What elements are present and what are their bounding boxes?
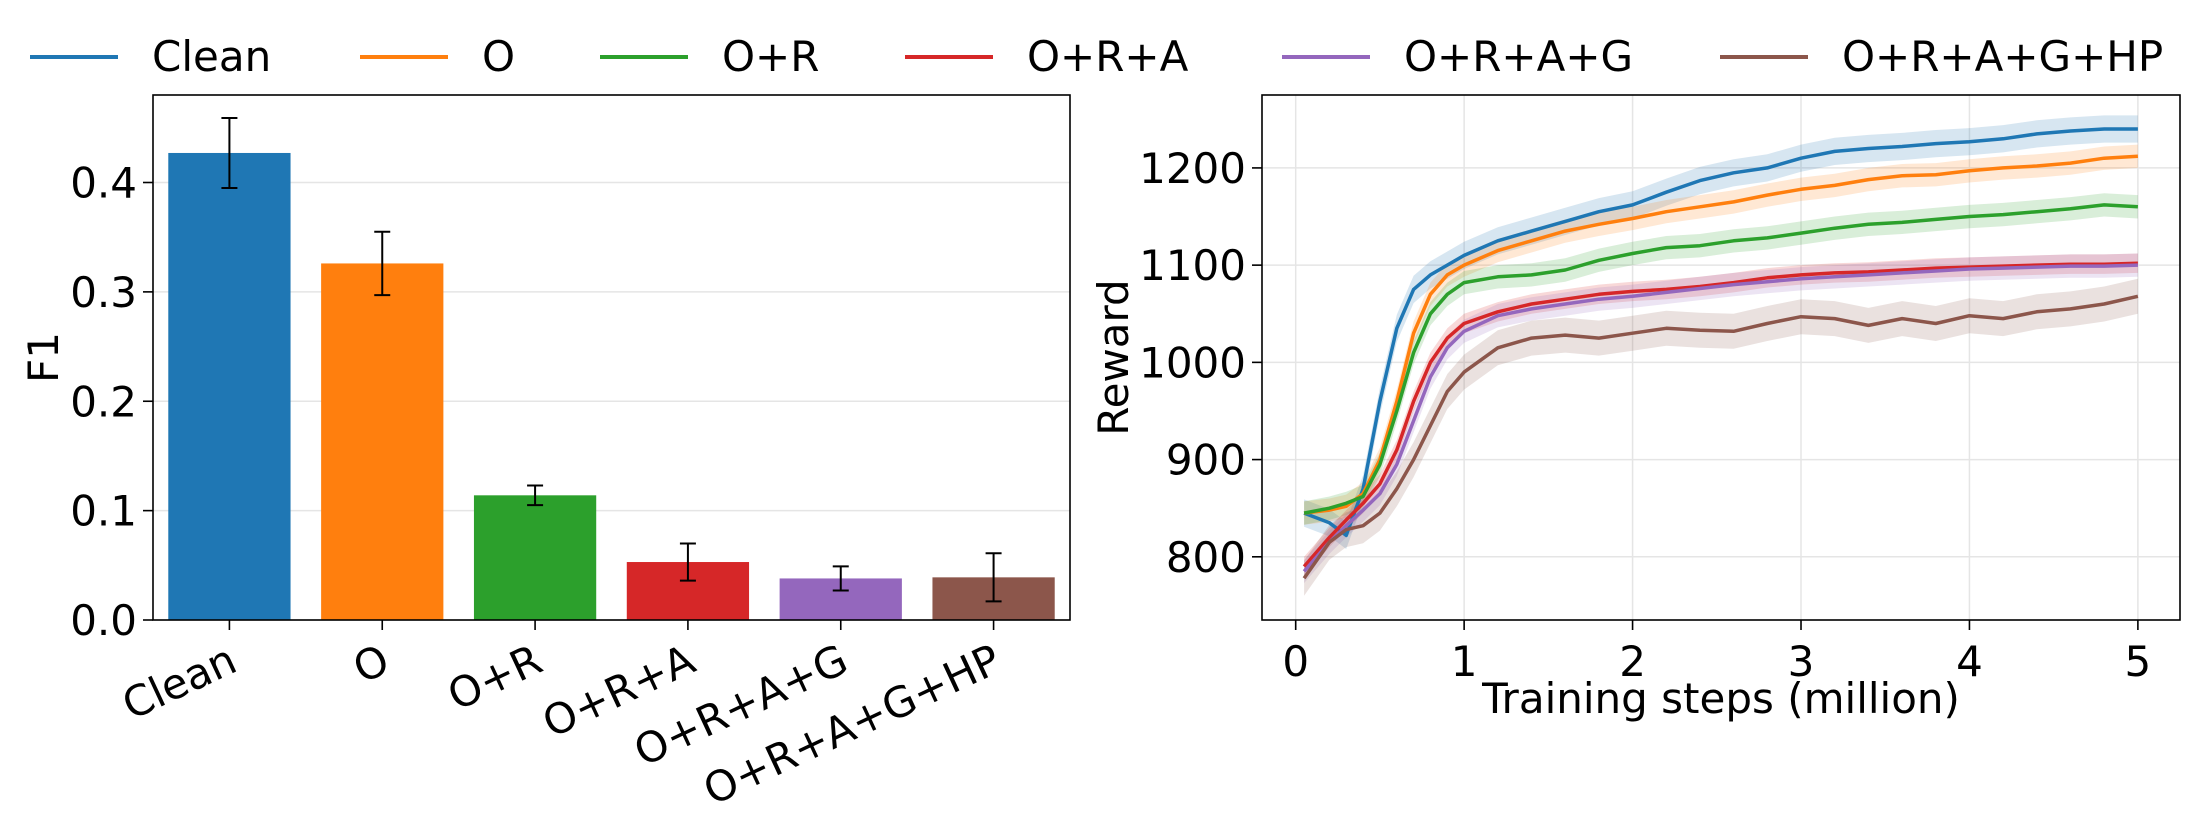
series-line-4 (1302, 263, 2138, 573)
series-band-5 (1304, 278, 2138, 596)
bar-xtick-label-1: O (346, 635, 397, 693)
line-xtick-label-3: 3 (1788, 637, 1815, 686)
line-xtick-label-0: 0 (1282, 637, 1309, 686)
line-chart-panel: 0 1 2 3 4 5 800 900 1000 1100 1200 Training steps (… (1089, 94, 2181, 723)
legend: Clean O O+R O+R+A O+R+A+G O+R+A+G+HP (30, 32, 2163, 81)
line-xtick-label-1: 1 (1451, 637, 1478, 686)
line-xlabel: Training steps (million) (1481, 674, 1960, 723)
line-ytick-label-0: 800 (1166, 533, 1246, 582)
line-xtick-label-4: 4 (1956, 637, 1983, 686)
bar-ytick-label-4: 0.4 (70, 159, 137, 208)
bar-xtick-label-2: O+R (440, 635, 549, 721)
series-line-0 (1303, 127, 2138, 538)
legend-label-5: O+R+A+G+HP (1842, 32, 2163, 81)
legend-label-2: O+R (722, 32, 819, 81)
bar-ytick-label-3: 0.3 (70, 268, 137, 317)
line-ytick-label-1: 900 (1166, 436, 1246, 485)
line-ytick-label-4: 1200 (1139, 144, 1246, 193)
series-band-1 (1304, 144, 2138, 525)
series-line-1 (1303, 154, 2138, 515)
line-ytick-label-3: 1100 (1139, 241, 1246, 290)
bar-0 (168, 152, 291, 620)
bar-ytick-label-0: 0.0 (70, 596, 137, 645)
bar-1 (321, 263, 444, 620)
series-band-0 (1304, 115, 2138, 550)
line-ylabel: Reward (1089, 279, 1138, 435)
legend-label-3: O+R+A (1027, 32, 1189, 81)
series-line-2 (1303, 203, 2138, 515)
bar-axes-frame (152, 94, 1071, 621)
bar-ylabel: F1 (19, 332, 68, 383)
line-xtick-label-2: 2 (1619, 637, 1646, 686)
legend-label-0: Clean (152, 32, 271, 81)
legend-label-1: O (482, 32, 515, 81)
bar-xtick-label-0: Clean (115, 635, 244, 730)
legend-label-4: O+R+A+G (1404, 32, 1633, 81)
bar-chart-panel: Clean O O+RO+R+AO+R+A+GO+R+A+G+HP0.00.10.2… (19, 94, 1071, 815)
line-xtick-label-5: 5 (2125, 637, 2152, 686)
bar-ytick-label-1: 0.1 (70, 487, 137, 536)
series-line-3 (1302, 261, 2138, 568)
line-ytick-label-2: 1000 (1139, 338, 1246, 387)
bar-ytick-label-2: 0.2 (70, 377, 137, 426)
bar-2 (473, 495, 597, 620)
line-axes-frame (1261, 94, 2181, 621)
series-line-5 (1302, 294, 2139, 580)
